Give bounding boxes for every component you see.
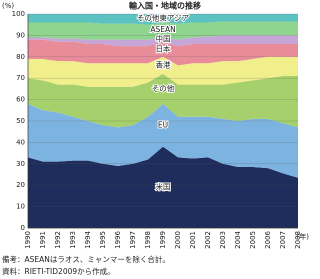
y-tick-label: 40 bbox=[16, 138, 25, 146]
series-label: 日本 bbox=[156, 43, 171, 53]
area bbox=[28, 39, 298, 66]
y-tick-label: 10 bbox=[16, 203, 25, 211]
area bbox=[28, 14, 298, 25]
x-tick-label: 2008 bbox=[294, 231, 302, 249]
x-tick-label: 2005 bbox=[249, 231, 257, 249]
y-tick-label: 80 bbox=[16, 53, 25, 61]
x-tick-label: 1993 bbox=[69, 231, 77, 249]
series-label: 米国 bbox=[156, 181, 171, 191]
area bbox=[28, 73, 298, 128]
series-label: EU bbox=[158, 120, 168, 129]
x-tick-label: 1994 bbox=[84, 230, 92, 248]
x-tick-label: 1990 bbox=[24, 231, 32, 249]
y-tick-label: 50 bbox=[16, 117, 25, 125]
x-tick-label: 1998 bbox=[144, 231, 152, 249]
y-tick-label: 100 bbox=[12, 10, 25, 18]
x-tick-label: 2006 bbox=[264, 230, 272, 248]
y-axis-label: (%) bbox=[2, 2, 14, 10]
y-tick-label: 90 bbox=[16, 31, 25, 39]
x-tick-label: 2007 bbox=[279, 231, 287, 249]
x-tick-label: 1991 bbox=[39, 231, 47, 249]
area bbox=[28, 56, 298, 87]
series-label: その他 bbox=[152, 83, 175, 93]
x-axis-label: (年) bbox=[297, 232, 310, 241]
series-label: その他東アジア bbox=[137, 12, 189, 22]
series-label: ASEAN bbox=[150, 25, 175, 34]
x-tick-label: 1999 bbox=[159, 231, 167, 249]
area bbox=[28, 21, 298, 40]
x-tick-label: 1992 bbox=[54, 231, 62, 249]
y-tick-label: 60 bbox=[16, 96, 25, 104]
note: 資料：RIETI-TID2009から作成。 bbox=[2, 266, 115, 276]
area bbox=[28, 35, 298, 47]
x-tick-label: 2001 bbox=[189, 231, 197, 249]
area bbox=[28, 146, 298, 228]
x-tick-label: 1997 bbox=[129, 231, 137, 249]
y-tick-label: 70 bbox=[16, 74, 25, 82]
area bbox=[28, 103, 298, 178]
series-label: 香港 bbox=[156, 59, 171, 69]
x-tick-label: 2002 bbox=[204, 231, 212, 249]
y-tick-label: 0 bbox=[21, 224, 25, 232]
x-tick-label: 2004 bbox=[234, 230, 242, 248]
x-tick-label: 1996 bbox=[114, 230, 122, 248]
series-label: 中国 bbox=[156, 34, 171, 44]
note: 備考：ASEANはラオス、ミャンマーを除く合計。 bbox=[2, 254, 170, 264]
x-tick-label: 2003 bbox=[219, 231, 227, 249]
chart-title: 輸入国・地域の推移 bbox=[129, 1, 201, 11]
y-tick-label: 20 bbox=[16, 181, 25, 189]
chart: 輸入国・地域の推移 (%) (年) 備考：ASEANはラオス、ミャンマーを除く合… bbox=[2, 1, 310, 277]
y-tick-label: 30 bbox=[16, 160, 25, 168]
x-tick-label: 2000 bbox=[174, 231, 182, 249]
x-tick-label: 1995 bbox=[99, 231, 107, 249]
